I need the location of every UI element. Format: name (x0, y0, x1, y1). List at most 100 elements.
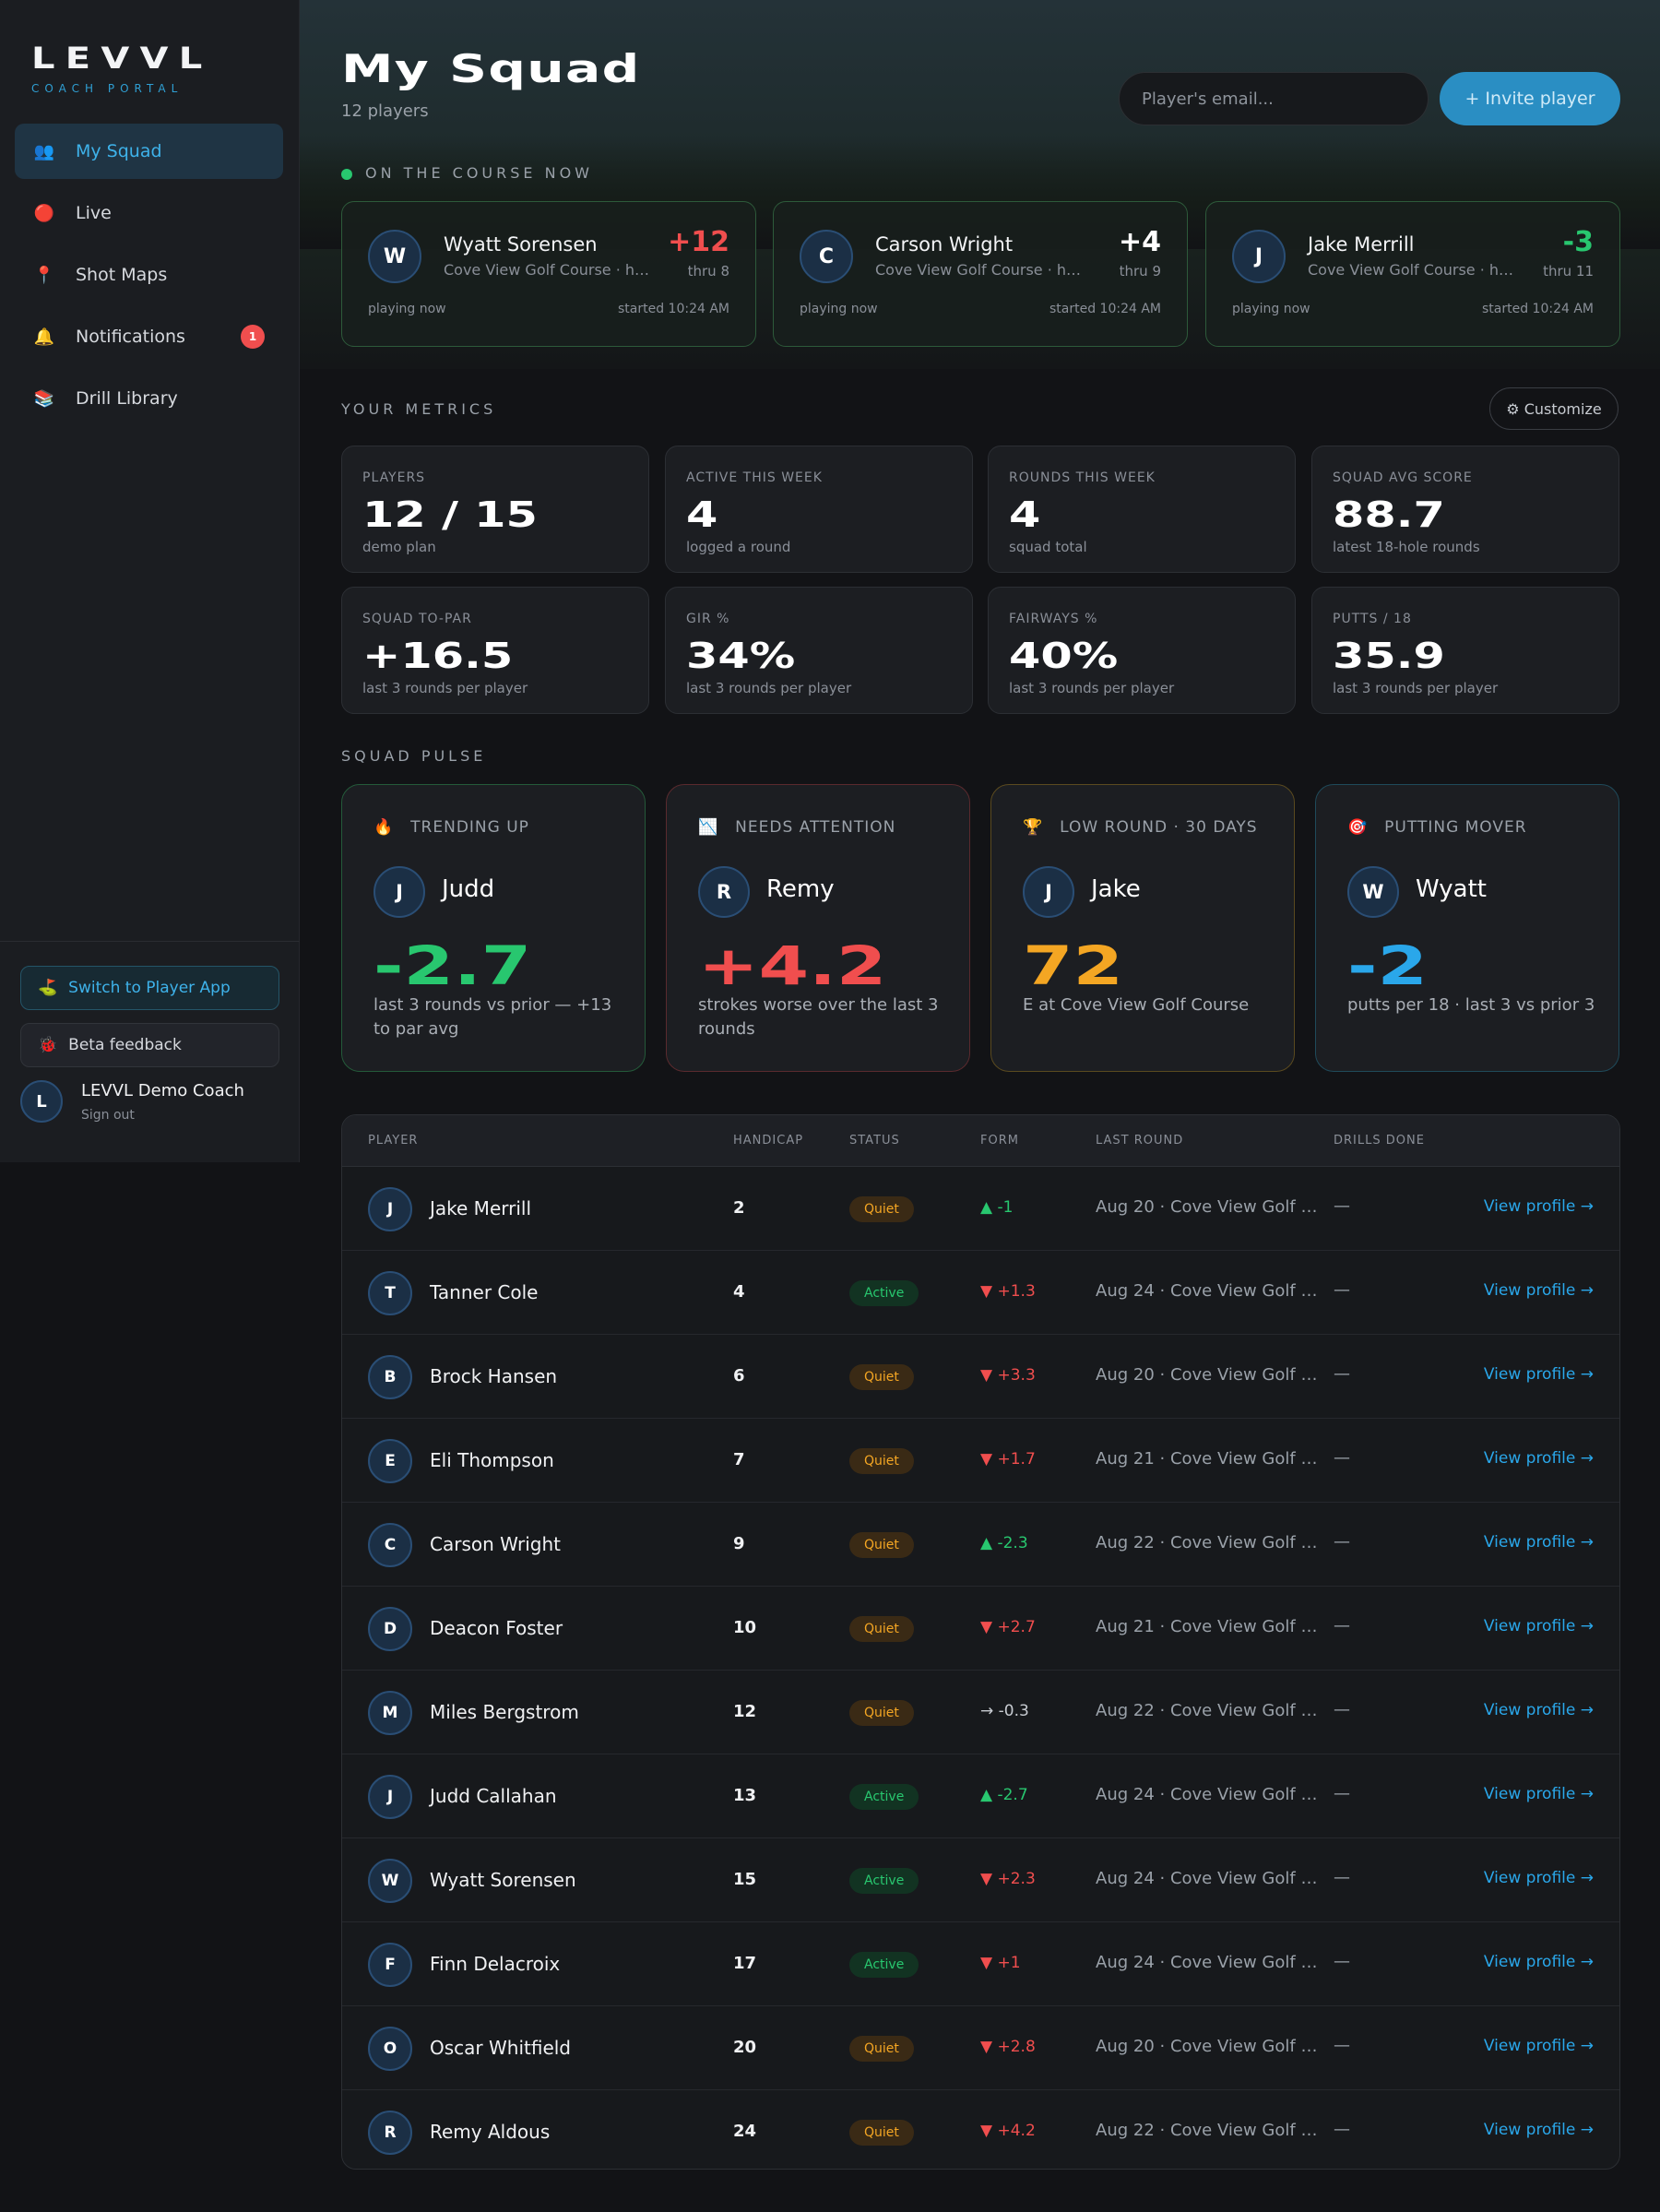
metric-card: SQUAD TO-PAR +16.5 last 3 rounds per playe… (341, 587, 649, 714)
table-row[interactable]: F Finn Delacroix 17 Active ▼ +1 Aug 24 · Cove… (342, 1922, 1619, 2006)
table-header: PLAYER HANDICAP STATUS FORM LAST ROUND D… (342, 1115, 1619, 1167)
player-name: Deacon Foster (430, 1617, 563, 1639)
sidebar-item-notifications[interactable]: 🔔 Notifications 1 (15, 309, 283, 364)
status-badge: Quiet (849, 1448, 914, 1474)
squad-icon: 👥 (33, 141, 55, 161)
table-row[interactable]: T Tanner Cole 4 Active ▼ +1.3 Aug 24 · Cove V… (342, 1251, 1619, 1335)
live-score: +4 (1118, 226, 1161, 258)
view-profile-link[interactable]: View profile → (1483, 1617, 1594, 1635)
player-name: Brock Hansen (430, 1365, 558, 1387)
avatar: E (368, 1439, 412, 1483)
metric-subtext: last 3 rounds per player (1009, 680, 1175, 696)
player-email-input[interactable]: Player's email... (1119, 72, 1429, 125)
sidebar-item-my-squad[interactable]: 👥 My Squad (15, 124, 283, 179)
avatar: J (368, 1775, 412, 1819)
table-row[interactable]: O Oscar Whitfield 20 Quiet ▼ +2.8 Aug 20 · Co… (342, 2006, 1619, 2090)
view-profile-link[interactable]: View profile → (1483, 1869, 1594, 1887)
sidebar-item-label: Drill Library (76, 388, 178, 409)
table-row[interactable]: D Deacon Foster 10 Quiet ▼ +2.7 Aug 21 · Cove… (342, 1587, 1619, 1671)
live-card[interactable]: W Wyatt Sorensen Cove View Golf Course ·… (341, 201, 756, 347)
column-header-handicap[interactable]: HANDICAP (733, 1134, 804, 1148)
switch-to-player-app-button[interactable]: ⛳ Switch to Player App (20, 966, 279, 1010)
metric-label: FAIRWAYS % (1009, 612, 1098, 626)
handicap-value: 4 (733, 1282, 745, 1302)
pulse-value: +4.2 (698, 934, 887, 997)
pulse-card-header: 📉 NEEDS ATTENTION (698, 818, 912, 837)
last-round: Aug 24 · Cove View Golf Course (1096, 1869, 1322, 1888)
table-row[interactable]: C Carson Wright 9 Quiet ▲ -2.3 Aug 22 · Cove … (342, 1503, 1619, 1587)
metric-label: SQUAD TO-PAR (362, 612, 472, 626)
view-profile-link[interactable]: View profile → (1483, 2121, 1594, 2139)
view-profile-link[interactable]: View profile → (1483, 1953, 1594, 1971)
table-row[interactable]: J Jake Merrill 2 Quiet ▲ -1 Aug 20 · Cove Vie… (342, 1167, 1619, 1251)
status-badge: Quiet (849, 2036, 914, 2062)
column-header-player[interactable]: PLAYER (368, 1134, 419, 1148)
drills-done: — (1334, 2120, 1350, 2139)
table-row[interactable]: W Wyatt Sorensen 15 Active ▼ +2.3 Aug 24 · Co… (342, 1838, 1619, 1922)
sign-out-link[interactable]: Sign out (81, 1107, 135, 1123)
view-profile-link[interactable]: View profile → (1483, 1281, 1594, 1300)
sidebar-item-drill-library[interactable]: 📚 Drill Library (15, 371, 283, 426)
pulse-card-header: 🎯 PUTTING MOVER (1347, 818, 1544, 837)
metric-subtext: last 3 rounds per player (362, 680, 528, 696)
view-profile-link[interactable]: View profile → (1483, 2037, 1594, 2055)
live-card[interactable]: C Carson Wright Cove View Golf Course · … (773, 201, 1188, 347)
table-row[interactable]: B Brock Hansen 6 Quiet ▼ +3.3 Aug 20 · Cove V… (342, 1335, 1619, 1419)
live-card[interactable]: J Jake Merrill Cove View Golf Course · h… (1205, 201, 1620, 347)
handicap-value: 17 (733, 1954, 757, 1973)
beta-feedback-button[interactable]: 🐞 Beta feedback (20, 1023, 279, 1067)
player-name: Remy Aldous (430, 2121, 551, 2143)
table-row[interactable]: E Eli Thompson 7 Quiet ▼ +1.7 Aug 21 · Cove V… (342, 1419, 1619, 1503)
player-count: 12 players (341, 101, 429, 121)
column-header-last-round[interactable]: LAST ROUND (1096, 1134, 1184, 1148)
column-header-form[interactable]: FORM (980, 1134, 1019, 1148)
table-row[interactable]: R Remy Aldous 24 Quiet ▼ +4.2 Aug 22 · Cove V… (342, 2090, 1619, 2169)
form-trend: ▼ +3.3 (980, 1366, 1036, 1385)
target-icon: 🎯 (1347, 818, 1369, 837)
pulse-description: E at Cove View Golf Course (1023, 995, 1250, 1015)
sidebar-item-live[interactable]: 🔴 Live (15, 185, 283, 241)
pulse-card[interactable]: 🎯 PUTTING MOVER W Wyatt -2 putts per 18 ·… (1315, 784, 1619, 1072)
last-round: Aug 24 · Cove View Golf Course (1096, 1281, 1322, 1301)
metric-card: FAIRWAYS % 40% last 3 rounds per player (988, 587, 1296, 714)
view-profile-link[interactable]: View profile → (1483, 1785, 1594, 1803)
view-profile-link[interactable]: View profile → (1483, 1533, 1594, 1552)
table-row[interactable]: J Judd Callahan 13 Active ▲ -2.7 Aug 24 · Cov… (342, 1754, 1619, 1838)
metric-value: 35.9 (1333, 636, 1445, 676)
live-course: Cove View Golf Course · hole 8 (444, 261, 651, 279)
pulse-heading: SQUAD PULSE (341, 747, 487, 765)
customize-button[interactable]: ⚙ Customize (1489, 387, 1618, 430)
metric-label: PLAYERS (362, 470, 426, 485)
drills-done: — (1334, 1868, 1350, 1887)
live-score: +12 (668, 226, 729, 258)
live-dot-icon (341, 168, 352, 180)
metric-label: GIR % (686, 612, 730, 626)
live-status: playing now (1232, 302, 1310, 316)
metric-card: GIR % 34% last 3 rounds per player (665, 587, 973, 714)
sidebar-item-shot-maps[interactable]: 📍 Shot Maps (15, 247, 283, 303)
pulse-card[interactable]: 🔥 TRENDING UP J Judd -2.7 last 3 rounds v… (341, 784, 646, 1072)
pulse-label: LOW ROUND · 30 DAYS (1060, 818, 1258, 837)
drills-done: — (1334, 1280, 1350, 1300)
sidebar-footer: ⛳ Switch to Player App 🐞 Beta feedback L… (0, 941, 300, 1147)
last-round: Aug 22 · Cove View Golf Course (1096, 2121, 1322, 2140)
status-badge: Quiet (849, 1364, 914, 1390)
column-header-status[interactable]: STATUS (849, 1134, 900, 1148)
pulse-card[interactable]: 📉 NEEDS ATTENTION R Remy +4.2 strokes wor… (666, 784, 970, 1072)
last-round: Aug 20 · Cove View Golf Course (1096, 1197, 1322, 1217)
live-started: started 10:24 AM (1049, 302, 1161, 316)
metric-subtext: demo plan (362, 539, 436, 555)
live-player-name: Jake Merrill (1308, 233, 1415, 256)
pulse-player-name: Jake (1091, 875, 1141, 903)
form-trend: ▼ +2.8 (980, 2038, 1036, 2056)
player-name: Jake Merrill (430, 1197, 532, 1219)
view-profile-link[interactable]: View profile → (1483, 1365, 1594, 1384)
table-row[interactable]: M Miles Bergstrom 12 Quiet → -0.3 Aug 22 · Co… (342, 1671, 1619, 1754)
status-badge: Quiet (849, 1196, 914, 1222)
view-profile-link[interactable]: View profile → (1483, 1197, 1594, 1216)
view-profile-link[interactable]: View profile → (1483, 1449, 1594, 1468)
pulse-card[interactable]: 🏆 LOW ROUND · 30 DAYS J Jake 72 E at Cove… (990, 784, 1295, 1072)
column-header-drills-done[interactable]: DRILLS DONE (1334, 1134, 1425, 1148)
view-profile-link[interactable]: View profile → (1483, 1701, 1594, 1719)
invite-player-button[interactable]: + Invite player (1440, 72, 1620, 125)
